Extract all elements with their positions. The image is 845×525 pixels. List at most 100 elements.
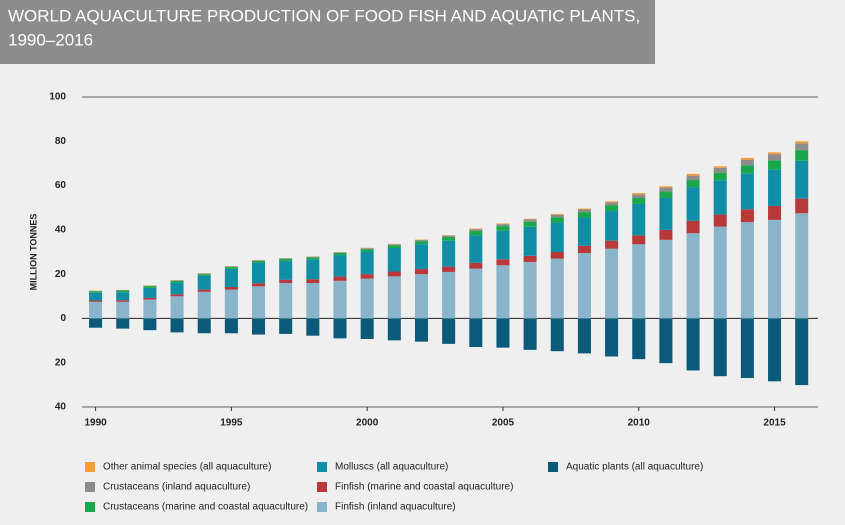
bar-segment (143, 297, 157, 300)
bar-segment (387, 248, 401, 272)
bar-segment (469, 268, 483, 319)
bar-segment (713, 172, 727, 181)
bar-segment (659, 187, 673, 192)
bar-segment (116, 300, 130, 302)
bar-segment (279, 279, 293, 283)
title-box (0, 0, 655, 64)
bar-segment (740, 318, 754, 378)
bar-segment (768, 160, 782, 170)
bar-segment (713, 226, 727, 319)
bar-segment (252, 283, 266, 287)
bar-segment (523, 261, 537, 319)
legend-swatch (85, 482, 95, 492)
bar-segment (252, 260, 266, 261)
bar-segment (605, 205, 619, 212)
bar-segment (306, 318, 320, 336)
bar-segment (496, 265, 510, 319)
bar-segment (197, 273, 211, 275)
bar-segment (360, 248, 374, 250)
chart-title: WORLD AQUACULTURE PRODUCTION OF FOOD FIS… (8, 6, 640, 25)
bar-segment (605, 248, 619, 319)
bar-segment (414, 240, 429, 242)
bar-segment (740, 159, 754, 166)
bar-segment (170, 296, 184, 319)
bar-segment (795, 143, 809, 151)
bar-segment (605, 240, 619, 249)
bar-segment (279, 318, 293, 334)
bar-segment (523, 219, 537, 222)
bar-segment (116, 290, 130, 293)
bar-segment (333, 252, 347, 256)
bar-segment (577, 208, 591, 210)
bar-segment (442, 266, 456, 272)
bar-segment (768, 152, 782, 155)
bar-segment (740, 157, 754, 160)
bar-segment (659, 186, 673, 188)
bar-segment (333, 276, 347, 281)
bar-segment (550, 318, 564, 352)
bar-segment (197, 291, 211, 319)
bar-segment (550, 217, 564, 223)
bar-segment (360, 278, 374, 319)
legend-swatch (317, 482, 327, 492)
legend-swatch (85, 462, 95, 472)
bar-segment (577, 253, 591, 319)
bar-segment (387, 244, 401, 246)
bar-segment (632, 235, 646, 245)
bar-segment (795, 213, 809, 319)
bar-segment (279, 283, 293, 319)
bar-segment (577, 217, 591, 246)
bar-segment (496, 259, 510, 266)
bar-segment (550, 258, 564, 319)
bar-segment (686, 180, 700, 188)
bar-segment (252, 286, 266, 319)
bar-segment (632, 203, 646, 236)
bar-segment (795, 198, 809, 214)
y-tick-label: 20 (55, 269, 67, 280)
bar-segment (686, 318, 700, 371)
x-tick-label: 1990 (84, 418, 107, 429)
bar-segment (360, 251, 374, 275)
bar-segment (414, 318, 429, 342)
bar-segment (795, 150, 809, 161)
legend-swatch (317, 462, 327, 472)
bar-segment (659, 239, 673, 319)
bar-segment (414, 269, 429, 275)
bar-segment (713, 180, 727, 215)
bar-segment (116, 292, 130, 301)
y-tick-label: 100 (49, 92, 66, 103)
bar-segment (360, 318, 374, 340)
bar-segment (306, 259, 320, 280)
bar-segment (279, 258, 293, 259)
bar-segment (686, 220, 700, 234)
bar-segment (442, 240, 456, 267)
x-tick-label: 2005 (492, 418, 515, 429)
bar-segment (768, 205, 782, 220)
bar-segment (306, 256, 320, 258)
bar-segment (116, 301, 130, 319)
legend-label: Molluscs (all aquaculture) (335, 462, 448, 473)
bar-segment (170, 280, 184, 282)
bar-segment (143, 299, 157, 319)
bar-segment (387, 245, 401, 249)
bar-segment (197, 274, 211, 276)
bar-segment (632, 244, 646, 319)
bar-segment (442, 271, 456, 319)
bar-segment (496, 224, 510, 227)
bar-segment (740, 209, 754, 223)
bar-segment (143, 287, 157, 298)
y-tick-label: 0 (60, 313, 66, 324)
bar-segment (306, 257, 320, 260)
bar-segment (496, 230, 510, 260)
bar-segment (659, 191, 673, 198)
bar-segment (89, 291, 103, 293)
bar-segment (550, 214, 564, 218)
bar-segment (740, 222, 754, 319)
bar-segment (224, 286, 238, 290)
bar-segment (577, 212, 591, 218)
bar-segment (387, 318, 401, 341)
bar-segment (170, 281, 184, 283)
bar-segment (224, 266, 238, 268)
legend-label: Finfish (marine and coastal aquaculture) (335, 482, 513, 493)
